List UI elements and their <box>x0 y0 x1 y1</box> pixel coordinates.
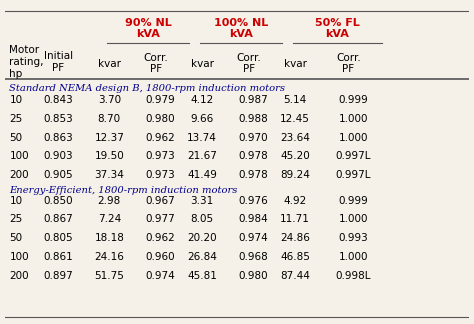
Text: 3.31: 3.31 <box>191 196 214 206</box>
Text: 0.998L: 0.998L <box>336 271 371 281</box>
Text: 0.905: 0.905 <box>43 170 73 180</box>
Text: 21.67: 21.67 <box>187 151 217 161</box>
Text: 0.853: 0.853 <box>43 114 73 124</box>
Text: 0.999: 0.999 <box>338 196 368 206</box>
Text: 0.997L: 0.997L <box>336 170 371 180</box>
Text: 5.14: 5.14 <box>283 95 307 105</box>
Text: 20.20: 20.20 <box>187 233 217 243</box>
Text: 100: 100 <box>9 252 29 262</box>
Text: 0.850: 0.850 <box>43 196 73 206</box>
Text: 100: 100 <box>9 151 29 161</box>
Text: 0.974: 0.974 <box>238 233 268 243</box>
Text: 23.64: 23.64 <box>280 133 310 143</box>
Text: Corr.
PF: Corr. PF <box>236 53 261 75</box>
Text: 13.74: 13.74 <box>187 133 217 143</box>
Text: 0.974: 0.974 <box>146 271 175 281</box>
Text: 7.24: 7.24 <box>98 214 121 225</box>
Text: 0.863: 0.863 <box>43 133 73 143</box>
Text: 0.861: 0.861 <box>43 252 73 262</box>
Text: 0.805: 0.805 <box>43 233 73 243</box>
Text: 24.16: 24.16 <box>94 252 124 262</box>
Text: 200: 200 <box>9 271 29 281</box>
Text: 90% NL
kVA: 90% NL kVA <box>125 18 172 40</box>
Text: 1.000: 1.000 <box>338 133 368 143</box>
Text: 11.71: 11.71 <box>280 214 310 225</box>
Text: 0.903: 0.903 <box>43 151 73 161</box>
Text: 1.000: 1.000 <box>338 214 368 225</box>
Text: Corr.
PF: Corr. PF <box>336 53 361 75</box>
Text: 18.18: 18.18 <box>94 233 124 243</box>
Text: 0.867: 0.867 <box>43 214 73 225</box>
Text: 10: 10 <box>9 196 22 206</box>
Text: 12.45: 12.45 <box>280 114 310 124</box>
Text: 51.75: 51.75 <box>94 271 124 281</box>
Text: 1.000: 1.000 <box>338 114 368 124</box>
Text: 0.968: 0.968 <box>238 252 268 262</box>
Text: 46.85: 46.85 <box>280 252 310 262</box>
Text: 25: 25 <box>9 114 23 124</box>
Text: Corr.
PF: Corr. PF <box>143 53 168 75</box>
Text: 50: 50 <box>9 133 22 143</box>
Text: 2.98: 2.98 <box>98 196 121 206</box>
Text: 12.37: 12.37 <box>94 133 124 143</box>
Text: 0.970: 0.970 <box>238 133 268 143</box>
Text: Energy-Efficient, 1800-rpm induction motors: Energy-Efficient, 1800-rpm induction mot… <box>9 186 238 195</box>
Text: kvar: kvar <box>98 59 121 69</box>
Text: 200: 200 <box>9 170 29 180</box>
Text: 0.993: 0.993 <box>338 233 368 243</box>
Text: 41.49: 41.49 <box>187 170 217 180</box>
Text: 0.980: 0.980 <box>146 114 175 124</box>
Text: 4.12: 4.12 <box>191 95 214 105</box>
Text: 3.70: 3.70 <box>98 95 121 105</box>
Text: 0.999: 0.999 <box>338 95 368 105</box>
Text: 0.962: 0.962 <box>146 133 175 143</box>
Text: 0.843: 0.843 <box>43 95 73 105</box>
Text: 10: 10 <box>9 95 22 105</box>
Text: Standard NEMA design B, 1800-rpm induction motors: Standard NEMA design B, 1800-rpm inducti… <box>9 85 285 93</box>
Text: 45.20: 45.20 <box>280 151 310 161</box>
Text: 0.978: 0.978 <box>238 151 268 161</box>
Text: 4.92: 4.92 <box>283 196 307 206</box>
Text: 25: 25 <box>9 214 23 225</box>
Text: 0.988: 0.988 <box>238 114 268 124</box>
Text: Initial
PF: Initial PF <box>44 51 73 73</box>
Text: 8.05: 8.05 <box>191 214 214 225</box>
Text: kvar: kvar <box>283 59 307 69</box>
Text: 19.50: 19.50 <box>94 151 124 161</box>
Text: 0.978: 0.978 <box>238 170 268 180</box>
Text: 0.973: 0.973 <box>146 170 175 180</box>
Text: 0.960: 0.960 <box>146 252 175 262</box>
Text: 0.997L: 0.997L <box>336 151 371 161</box>
Text: 0.977: 0.977 <box>146 214 175 225</box>
Text: 87.44: 87.44 <box>280 271 310 281</box>
Text: 0.967: 0.967 <box>146 196 175 206</box>
Text: 8.70: 8.70 <box>98 114 121 124</box>
Text: 0.973: 0.973 <box>146 151 175 161</box>
Text: 0.984: 0.984 <box>238 214 268 225</box>
Text: 45.81: 45.81 <box>187 271 217 281</box>
Text: 0.897: 0.897 <box>43 271 73 281</box>
Text: 26.84: 26.84 <box>187 252 217 262</box>
Text: Motor
rating,
hp: Motor rating, hp <box>9 45 44 79</box>
Text: 0.987: 0.987 <box>238 95 268 105</box>
Text: 0.979: 0.979 <box>146 95 175 105</box>
Text: 24.86: 24.86 <box>280 233 310 243</box>
Text: 0.976: 0.976 <box>238 196 268 206</box>
Text: 100% NL
kVA: 100% NL kVA <box>214 18 268 40</box>
Text: kvar: kvar <box>191 59 214 69</box>
Text: 1.000: 1.000 <box>338 252 368 262</box>
Text: 9.66: 9.66 <box>191 114 214 124</box>
Text: 50: 50 <box>9 233 22 243</box>
Text: 50% FL
kVA: 50% FL kVA <box>315 18 360 40</box>
Text: 37.34: 37.34 <box>94 170 124 180</box>
Text: 89.24: 89.24 <box>280 170 310 180</box>
Text: 0.962: 0.962 <box>146 233 175 243</box>
Text: 0.980: 0.980 <box>238 271 268 281</box>
